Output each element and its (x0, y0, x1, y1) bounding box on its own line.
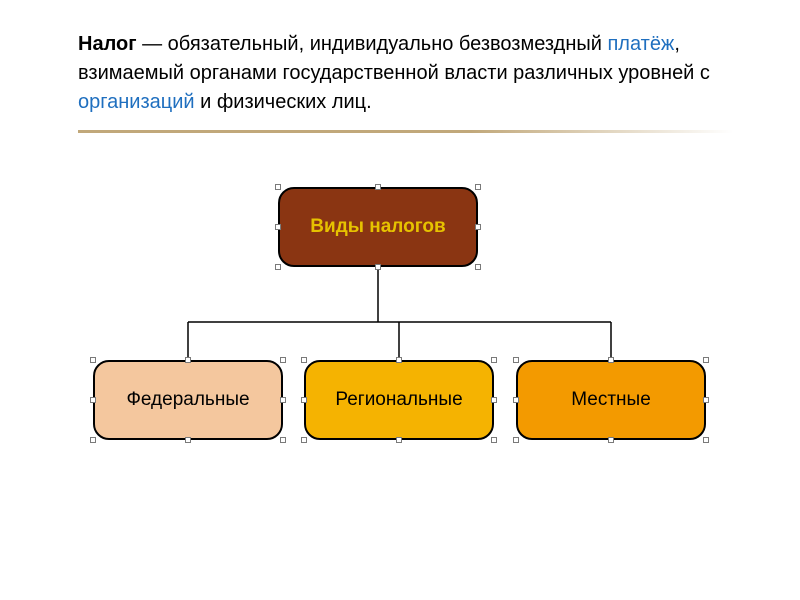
selection-handle (280, 357, 286, 363)
selection-handle (513, 357, 519, 363)
selection-handle (185, 437, 191, 443)
selection-handle (375, 184, 381, 190)
selection-handle (491, 437, 497, 443)
selection-handle (280, 397, 286, 403)
selection-handle (280, 437, 286, 443)
def-link-1: платёж (607, 33, 674, 55)
selection-handle (475, 184, 481, 190)
selection-handle (475, 264, 481, 270)
selection-handle (90, 437, 96, 443)
selection-handle (703, 357, 709, 363)
section-divider (78, 130, 733, 133)
selection-handle (608, 437, 614, 443)
selection-handle (396, 357, 402, 363)
selection-handle (275, 264, 281, 270)
def-link-2: организаций (78, 91, 195, 113)
child-node-1-label: Региональные (335, 389, 462, 411)
selection-handle (703, 397, 709, 403)
child-node-2-label: Местные (571, 389, 651, 411)
def-post: и физических лиц. (195, 91, 372, 113)
child-node-2: Местные (516, 360, 706, 440)
child-node-0: Федеральные (93, 360, 283, 440)
selection-handle (608, 357, 614, 363)
def-pre: — обязательный, индивидуально безвозмезд… (137, 33, 608, 55)
selection-handle (475, 224, 481, 230)
root-node: Виды налогов (278, 187, 478, 267)
child-node-1: Региональные (304, 360, 494, 440)
selection-handle (301, 397, 307, 403)
selection-handle (301, 437, 307, 443)
selection-handle (301, 357, 307, 363)
selection-handle (513, 437, 519, 443)
selection-handle (90, 357, 96, 363)
selection-handle (90, 397, 96, 403)
selection-handle (703, 437, 709, 443)
selection-handle (491, 357, 497, 363)
selection-handle (185, 357, 191, 363)
child-node-0-label: Федеральные (126, 389, 249, 411)
selection-handle (375, 264, 381, 270)
root-node-label: Виды налогов (310, 216, 445, 238)
term-word: Налог (78, 33, 137, 55)
selection-handle (491, 397, 497, 403)
selection-handle (396, 437, 402, 443)
definition-text: Налог — обязательный, индивидуально безв… (78, 30, 728, 117)
selection-handle (275, 224, 281, 230)
selection-handle (275, 184, 281, 190)
selection-handle (513, 397, 519, 403)
